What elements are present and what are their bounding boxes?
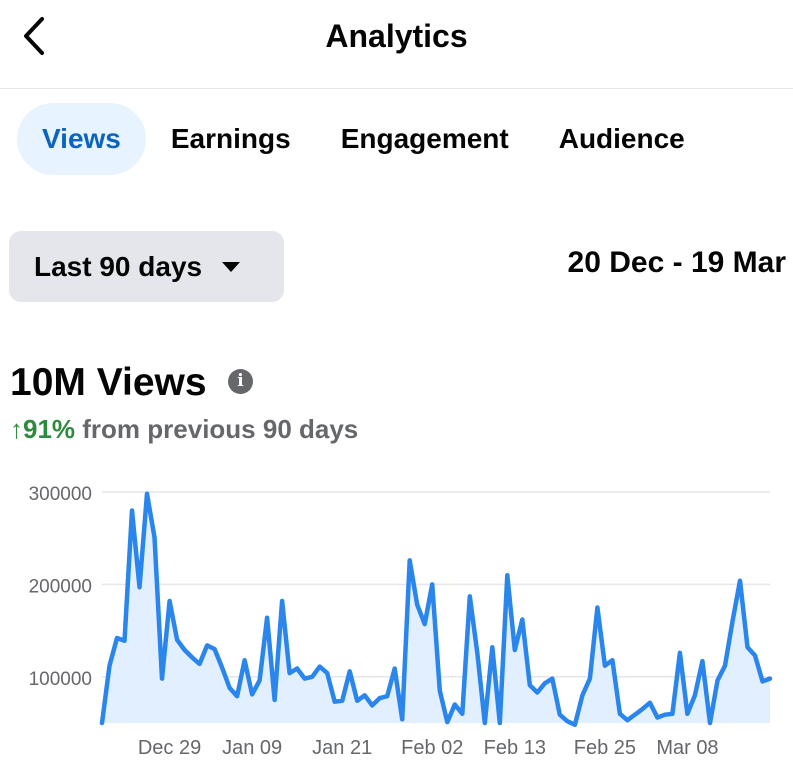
tab-bar: Views Earnings Engagement Audience [17,103,710,175]
caret-down-icon [222,261,241,272]
change-indicator: ↑91% from previous 90 days [10,413,358,445]
views-line [99,491,773,728]
tab-engagement[interactable]: Engagement [340,123,509,154]
date-range-dropdown[interactable]: Last 90 days [9,231,284,302]
chevron-left-icon [24,17,44,55]
views-chart: 300000 200000 100000 Dec 29 Jan 09 Jan 21 Feb … [29,484,773,759]
y-tick-label: 300000 [29,484,92,505]
x-tick-label: Feb 25 [574,737,636,759]
back-button[interactable] [14,12,54,60]
change-description: from previous 90 days [75,414,359,444]
tab-views[interactable]: Views [17,103,146,175]
x-tick-label: Dec 29 [138,737,201,759]
info-icon[interactable]: i [228,369,253,394]
y-tick-label: 100000 [29,669,92,690]
x-tick-label: Feb 13 [484,737,546,759]
views-area [102,493,770,725]
date-range-dropdown-label: Last 90 days [34,250,203,282]
tab-earnings[interactable]: Earnings [170,123,291,154]
x-tick-label: Mar 08 [656,737,718,759]
total-views: 10M Views [10,361,207,404]
x-tick-label: Jan 09 [222,737,282,759]
page-title: Analytics [325,18,468,54]
date-range-text: 20 Dec - 19 Mar [567,246,786,279]
x-tick-label: Feb 02 [401,737,463,759]
tab-audience[interactable]: Audience [558,123,685,154]
change-percent: ↑91% [10,414,76,444]
y-tick-label: 200000 [29,576,92,597]
header-bar: Analytics [0,0,793,89]
x-tick-label: Jan 21 [312,737,372,759]
